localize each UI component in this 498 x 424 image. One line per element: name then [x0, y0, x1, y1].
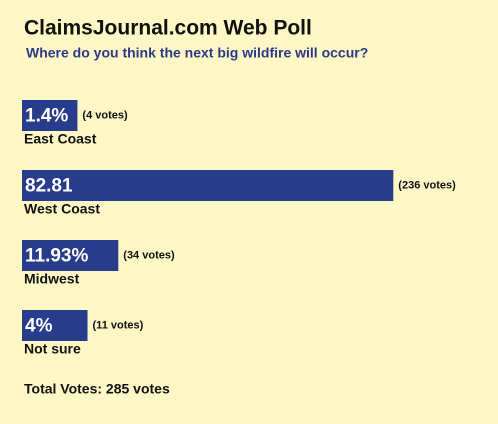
- value-label: 4%: [25, 316, 53, 337]
- bar: [22, 310, 88, 341]
- value-label: 1.4%: [25, 106, 68, 127]
- chart-title: ClaimsJournal.com Web Poll: [24, 17, 312, 40]
- value-label: 11.93%: [25, 246, 88, 267]
- bar: [22, 100, 78, 131]
- vote-count: (11 votes): [93, 319, 144, 331]
- vote-count: (34 votes): [123, 249, 175, 261]
- bar: [22, 240, 119, 271]
- bar: [22, 170, 394, 201]
- category-label: West Coast: [24, 201, 100, 217]
- category-label: East Coast: [24, 131, 97, 147]
- category-label: Not sure: [24, 341, 81, 357]
- chart-subtitle: Where do you think the next big wildfire…: [26, 45, 368, 61]
- value-label: 82.81: [25, 176, 73, 197]
- vote-count: (236 votes): [398, 179, 456, 191]
- category-label: Midwest: [24, 271, 80, 287]
- vote-count: (4 votes): [82, 109, 128, 121]
- total-votes: Total Votes: 285 votes: [24, 381, 170, 397]
